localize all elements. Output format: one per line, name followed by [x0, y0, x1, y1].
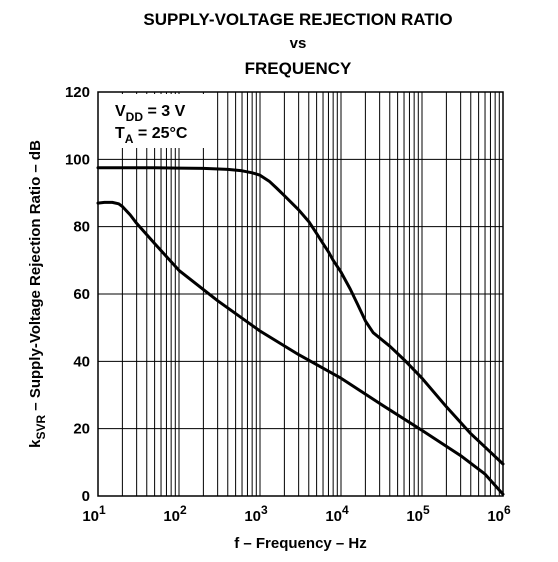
y-tick-label: 120: [65, 84, 90, 101]
grid: [98, 92, 503, 496]
x-axis-label: f – Frequency – Hz: [234, 535, 367, 552]
x-tick-label: 103: [244, 503, 268, 525]
annotation-vdd-main: V: [115, 103, 126, 120]
x-tick-label: 105: [406, 503, 430, 525]
chart-title-line3: FREQUENCY: [244, 59, 352, 78]
annotation-ta-sub: A: [125, 132, 134, 146]
y-tick-label: 40: [73, 353, 90, 370]
y-tick-label: 100: [65, 151, 90, 168]
annotation-vdd-value: = 3 V: [143, 103, 186, 120]
y-tick-label: 60: [73, 286, 90, 303]
x-tick-label: 101: [82, 503, 106, 525]
annotation-ta-main: T: [115, 125, 125, 142]
x-tick-label: 104: [325, 503, 349, 525]
chart-title-line2: vs: [289, 35, 307, 52]
svg-text:VDD = 3 V: VDD = 3 V: [115, 103, 186, 124]
plot-frame: [97, 91, 504, 497]
curves: [96, 166, 505, 496]
y-axis-label: kSVR – Supply-Voltage Rejection Ratio – …: [27, 140, 48, 448]
series-line-1: [96, 166, 505, 466]
annotation-vdd-sub: DD: [126, 110, 144, 124]
x-tick-label: 102: [163, 503, 187, 525]
x-tick-label: 106: [487, 503, 511, 525]
y-tick-label: 20: [73, 421, 90, 438]
y-tick-labels: 0 20 40 60 80 100 120: [65, 84, 90, 505]
legend-annotation: VDD = 3 V TA = 25°C: [100, 94, 208, 148]
y-tick-label: 0: [82, 488, 90, 505]
annotation-ta-value: = 25°C: [133, 125, 187, 142]
x-tick-labels: 101 102 103 104 105 106: [82, 503, 511, 525]
y-tick-label: 80: [73, 219, 90, 236]
chart-title-line1: SUPPLY-VOLTAGE REJECTION RATIO: [143, 10, 453, 29]
series-line-2: [96, 200, 505, 496]
svg-text:TA = 25°C: TA = 25°C: [115, 125, 188, 146]
